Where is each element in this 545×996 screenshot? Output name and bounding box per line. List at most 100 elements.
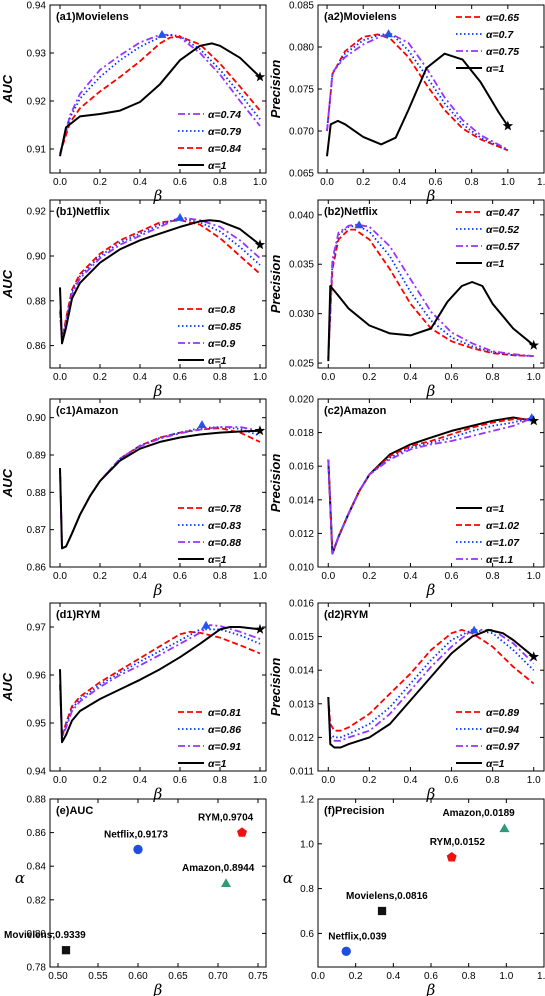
panel-label: (c2)Amazon	[324, 405, 387, 417]
star-marker	[528, 339, 539, 350]
legend-entry: α=1.1	[486, 554, 513, 566]
y-tick-label: 0.94	[27, 767, 47, 778]
legend-entry: α=1.07	[486, 537, 520, 549]
y-tick-label: 0.035	[289, 260, 314, 271]
y-tick-label: 0.015	[289, 632, 314, 643]
x-tick-label: 1.2	[537, 177, 545, 188]
x-tick-label: 1.0	[253, 775, 267, 786]
peak-triangle-marker	[197, 420, 207, 428]
series-line-0	[59, 33, 261, 155]
point-label: Netflix,0.9173	[104, 829, 168, 840]
x-tick-label: 0.0	[53, 177, 67, 188]
point-label: Netflix,0.039	[328, 931, 387, 942]
y-tick-label: 0.010	[289, 563, 314, 574]
series-line-2	[326, 32, 509, 151]
y-tick-label: 1.2	[300, 795, 314, 806]
x-tick-label: 0.2	[362, 372, 376, 383]
x-tick-label: 0.6	[424, 971, 438, 982]
y-tick-label: 0.011	[290, 767, 315, 778]
panel-label: (b1)Netflix	[56, 206, 111, 218]
x-tick-label: 0.4	[404, 372, 418, 383]
y-tick-label: 0.92	[27, 97, 47, 108]
y-tick-label: 0.95	[27, 719, 47, 730]
x-tick-label: 1.0	[253, 571, 267, 582]
legend-entry: α=0.57	[486, 241, 520, 253]
x-tick-label: 0.6	[445, 775, 459, 786]
legend-entry: α=0.79	[208, 126, 241, 138]
legend: α=0.47 α=0.52 α=0.57 α=1	[456, 207, 520, 270]
series-line-0	[327, 228, 534, 359]
point-label: RYM,0.9704	[198, 813, 254, 824]
point-label: Amazon,0.8944	[182, 863, 255, 874]
y-tick-label: 0.96	[27, 671, 47, 682]
series-line-2	[59, 426, 261, 550]
x-tick-label: 1.0	[499, 971, 513, 982]
panel-d2: 0.0 0.2 0.4 0.6 0.8 1.0 0.011 0.012 0.013 0.014 0.…	[268, 599, 545, 803]
series-line-2	[59, 216, 261, 342]
x-tick-label: 0.6	[445, 571, 459, 582]
legend-entry: α=0.75	[486, 46, 519, 58]
x-axis-label: β	[153, 382, 163, 400]
x-axis-label: β	[426, 785, 436, 803]
panel-label: (d2)RYM	[324, 609, 368, 621]
x-tick-label: 0.8	[462, 971, 476, 982]
x-tick-label: 0.4	[404, 571, 418, 582]
legend-entry: α=0.97	[486, 741, 520, 753]
scatter-point-square	[61, 946, 71, 955]
x-tick-label: 0.4	[133, 571, 147, 582]
x-tick-label: 0.2	[93, 571, 107, 582]
series-line-0	[59, 630, 261, 739]
series-line-3	[59, 219, 261, 345]
star-marker	[254, 71, 266, 82]
x-axis-label: β	[426, 382, 436, 400]
y-tick-label: 0.93	[27, 49, 47, 60]
x-axis-label: β	[153, 981, 163, 996]
x-tick-label: 0.6	[429, 177, 443, 188]
panel-label: (f)Precision	[324, 805, 385, 817]
y-tick-label: 0.016	[289, 599, 314, 610]
x-tick-label: 0.60	[128, 971, 148, 982]
series-line-3	[327, 281, 535, 362]
x-tick-label: 1.0	[527, 571, 541, 582]
x-tick-label: 0.8	[213, 775, 227, 786]
legend-entry: α=0.47	[486, 207, 520, 219]
x-tick-label: 0.0	[53, 571, 67, 582]
legend-entry: α=0.85	[208, 321, 241, 333]
x-tick-label: 0.4	[133, 372, 147, 383]
point-label: RYM,0.0152	[430, 837, 486, 848]
x-tick-label: 0.2	[93, 177, 107, 188]
x-tick-label: 0.0	[321, 372, 335, 383]
series-line-1	[59, 217, 261, 342]
scatter-point-triangle	[221, 878, 231, 887]
y-tick-label: 0.018	[289, 428, 314, 439]
y-tick-label: 0.80	[27, 929, 47, 940]
y-tick-label: 0.84	[27, 862, 47, 873]
series-line-3	[327, 628, 535, 749]
series-line-0	[326, 33, 509, 152]
legend-entry: α=0.86	[208, 724, 241, 736]
x-tick-label: 0.4	[392, 177, 406, 188]
point-label: Movielens,0.0816	[346, 891, 428, 902]
y-tick-label: 0.070	[289, 127, 314, 138]
x-axis-label: β	[426, 187, 436, 205]
y-tick-label: 0.88	[27, 488, 47, 499]
panel-label: (d1)RYM	[56, 609, 100, 621]
legend-entry: α=1	[486, 258, 505, 270]
y-tick-label: 0.8	[300, 884, 314, 895]
peak-triangle-marker	[384, 29, 394, 38]
y-tick-label: 0.97	[27, 623, 47, 634]
y-tick-label: 0.78	[27, 963, 47, 974]
x-tick-label: 0.2	[93, 775, 107, 786]
plot-frame	[49, 602, 267, 772]
x-tick-label: 0.0	[53, 775, 67, 786]
series-line-0	[327, 416, 534, 555]
legend: α=0.89 α=0.94 α=0.97 α=1	[456, 707, 520, 770]
x-tick-label: 0.8	[486, 571, 500, 582]
x-axis-label: β	[153, 785, 163, 803]
legend-entry: α=0.7	[486, 29, 514, 41]
plot-frame	[49, 199, 267, 369]
x-tick-label: 1.0	[501, 177, 515, 188]
x-tick-label: 1.0	[527, 775, 541, 786]
point-label: Amazon,0.0189	[442, 808, 515, 819]
